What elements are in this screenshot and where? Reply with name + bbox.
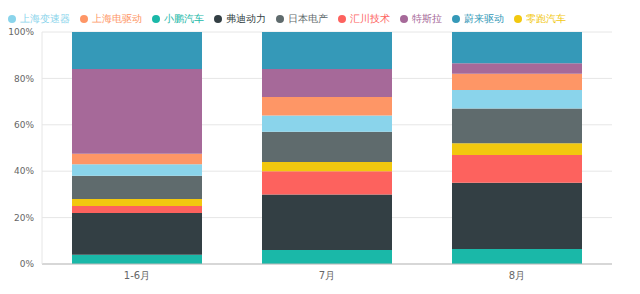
html-text:弗迪动力: 弗迪动力 xyxy=(226,13,266,24)
html-text:特斯拉: 特斯拉 xyxy=(412,13,442,24)
svg-text:100%: 100% xyxy=(8,27,34,37)
svg-text:20%: 20% xyxy=(14,213,34,223)
html-text:上海变速器: 上海变速器 xyxy=(20,13,70,24)
html-text:日本电产: 日本电产 xyxy=(288,13,328,24)
html-text:零跑汽车: 零跑汽车 xyxy=(526,13,566,24)
svg-text:8月: 8月 xyxy=(509,270,525,281)
svg-text:1-6月: 1-6月 xyxy=(124,270,150,281)
html-text:蔚来驱动: 蔚来驱动 xyxy=(464,13,504,24)
svg-text:60%: 60% xyxy=(14,120,34,130)
svg-text:80%: 80% xyxy=(14,74,34,84)
svg-text:40%: 40% xyxy=(14,166,34,176)
svg-text:7月: 7月 xyxy=(319,270,335,281)
html-text:上海电驱动: 上海电驱动 xyxy=(92,13,142,24)
html-text:小鹏汽车: 小鹏汽车 xyxy=(164,13,204,24)
html-text:汇川技术: 汇川技术 xyxy=(350,13,390,24)
svg-text:0%: 0% xyxy=(20,259,35,269)
